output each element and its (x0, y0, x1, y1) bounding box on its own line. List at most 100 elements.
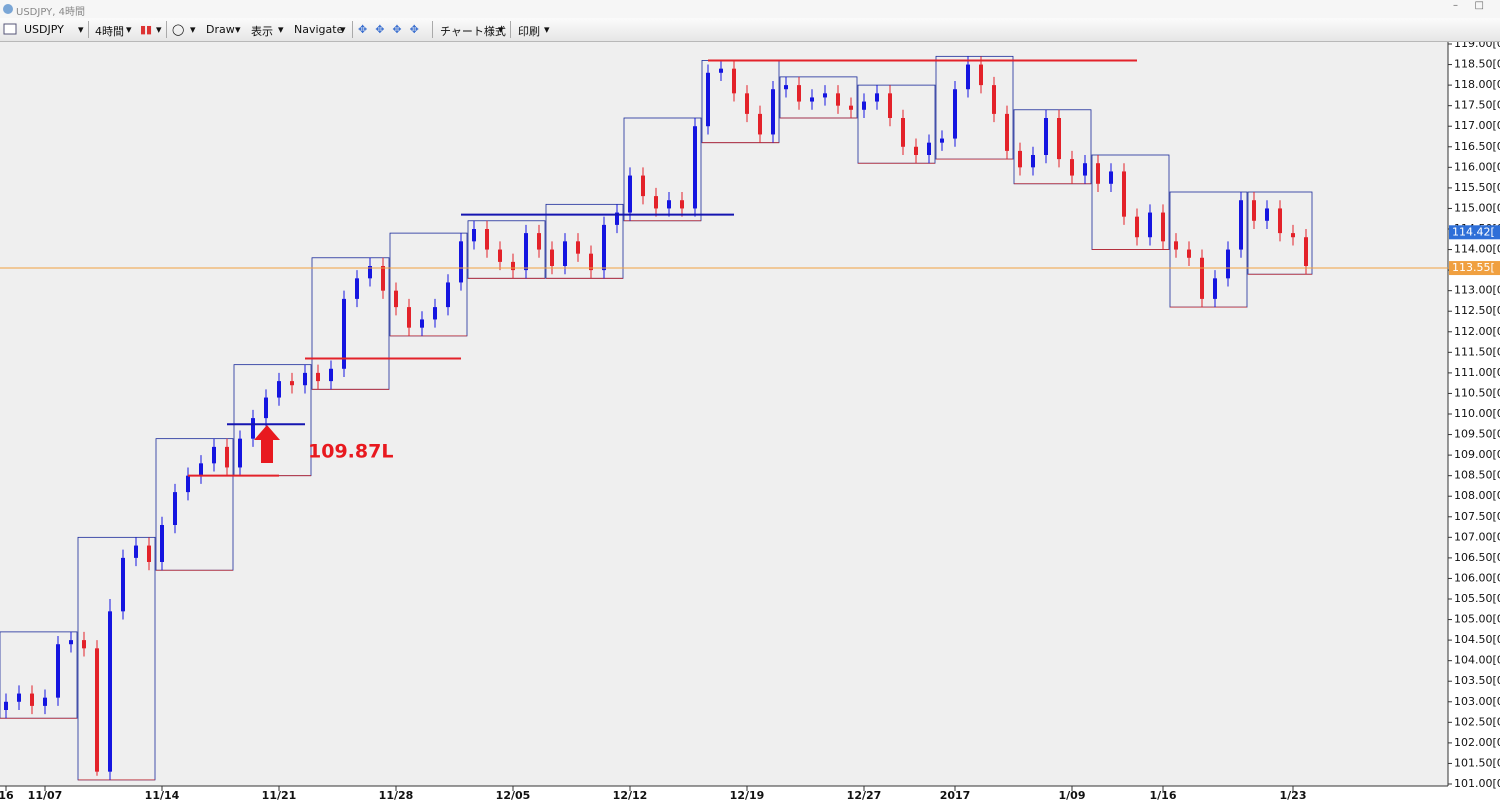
print-menu[interactable]: 印刷 (518, 25, 540, 38)
y-tick-label: 107.50[0 (1454, 510, 1500, 523)
range-box (857, 84, 936, 164)
title-bar: USDJPY, 4時間 – □ (0, 0, 1500, 18)
x-tick-label: 11/14 (145, 789, 180, 802)
dropdown-arrow[interactable]: ▾ (235, 23, 241, 36)
dropdown-arrow[interactable]: ▾ (278, 23, 284, 36)
candle-body (654, 196, 658, 209)
y-tick-label: 118.50[0 (1454, 58, 1500, 71)
draw-menu[interactable]: Draw (206, 23, 235, 36)
candle-body (459, 241, 463, 283)
range-box (1169, 191, 1248, 308)
dropdown-arrow[interactable]: ▾ (126, 23, 132, 36)
y-tick-label: 111.00[0 (1454, 366, 1500, 379)
candle-body (836, 93, 840, 106)
candle-body (134, 545, 138, 558)
candle-body (1252, 200, 1256, 221)
candle-body (498, 249, 502, 262)
candle-body (1278, 208, 1282, 234)
minimize-button[interactable]: – (1453, 0, 1458, 11)
circle-tool[interactable]: ◯ (172, 23, 185, 36)
candle-body (888, 93, 892, 118)
candle-body (173, 492, 177, 525)
price-tag (1449, 225, 1500, 240)
y-tick-label: 119.00[0 (1454, 42, 1500, 50)
x-tick-label: 12/12 (613, 789, 648, 802)
candle-body (1018, 150, 1022, 168)
candle-body (342, 298, 346, 369)
dropdown-arrow[interactable]: ▾ (544, 23, 550, 36)
candle-body (1109, 171, 1113, 184)
candle-body (563, 241, 567, 266)
chart: 109.87L 101.00[0 101.50[0 102.00[0 102.50[0… (0, 42, 1500, 804)
candle-body (82, 640, 86, 649)
candle-body (524, 233, 528, 271)
candle-body (472, 229, 476, 242)
candle-body (953, 89, 957, 139)
candle-body (719, 68, 723, 73)
candle-body (1304, 237, 1308, 266)
candle-body (966, 64, 970, 90)
candle-body (628, 175, 632, 213)
candle-body (446, 282, 450, 308)
chart-style-menu[interactable]: チャート様式 (440, 25, 506, 38)
x-tick-label: 1/23 (1280, 789, 1307, 802)
symbol-select[interactable]: USDJPY (24, 23, 64, 36)
x-tick-label: 1/16 (1150, 789, 1177, 802)
view-menu[interactable]: 表示 (251, 25, 273, 38)
candle-body (1148, 212, 1152, 238)
chart-icon[interactable] (3, 23, 17, 35)
x-tick-label: 11/07 (28, 789, 63, 802)
candle-body (290, 381, 294, 386)
dropdown-arrow[interactable]: ▾ (78, 23, 84, 36)
candle-body (1187, 249, 1191, 258)
candle-body (1031, 155, 1035, 168)
y-tick-label: 116.50[0 (1454, 140, 1500, 153)
timeframe-select[interactable]: 4時間 (95, 25, 124, 38)
dropdown-arrow[interactable]: ▾ (498, 23, 504, 36)
candle-style-button[interactable]: ▮▮ (140, 23, 153, 36)
candle-body (784, 85, 788, 90)
y-tick-label: 101.50[0 (1454, 756, 1500, 769)
candle-body (797, 85, 801, 102)
candle-body (1265, 208, 1269, 221)
candle-body (732, 68, 736, 94)
candle-body (901, 118, 905, 147)
candle-body (69, 640, 73, 645)
range-box (467, 220, 546, 279)
y-tick-label: 112.50[0 (1454, 304, 1500, 317)
y-tick-label: 115.50[0 (1454, 181, 1500, 194)
dropdown-arrow[interactable]: ▾ (340, 23, 346, 36)
navigate-menu[interactable]: Navigate (294, 23, 344, 36)
candle-body (992, 85, 996, 114)
candle-body (693, 126, 697, 209)
candle-body (1161, 212, 1165, 242)
y-tick-label: 109.50[0 (1454, 428, 1500, 441)
candle-body (43, 697, 47, 706)
y-tick-label: 114.00[0 (1454, 243, 1500, 256)
range-box (1013, 109, 1092, 185)
y-tick-label: 107.00[0 (1454, 530, 1500, 543)
candle-body (394, 290, 398, 308)
maximize-button[interactable]: □ (1474, 0, 1484, 11)
candle-body (407, 307, 411, 328)
x-tick-label: 16 (0, 789, 14, 802)
y-tick-label: 104.50[0 (1454, 633, 1500, 646)
candle-body (576, 241, 580, 254)
range-box (77, 536, 156, 781)
candle-body (355, 278, 359, 299)
dropdown-arrow[interactable]: ▾ (190, 23, 196, 36)
y-tick-label: 103.50[0 (1454, 674, 1500, 687)
candle-body (199, 463, 203, 476)
dropdown-arrow[interactable]: ▾ (156, 23, 162, 36)
range-box (1091, 154, 1170, 250)
zoom-tools[interactable]: ✥✥✥✥ (358, 23, 427, 36)
range-box (155, 438, 234, 571)
y-tick-label: 112.00[0 (1454, 325, 1500, 338)
y-tick-label: 117.50[0 (1454, 99, 1500, 112)
candle-body (1044, 118, 1048, 155)
app-icon (3, 4, 13, 14)
candle-body (225, 446, 229, 468)
candle-body (1096, 163, 1100, 184)
x-tick-label: 12/05 (496, 789, 531, 802)
